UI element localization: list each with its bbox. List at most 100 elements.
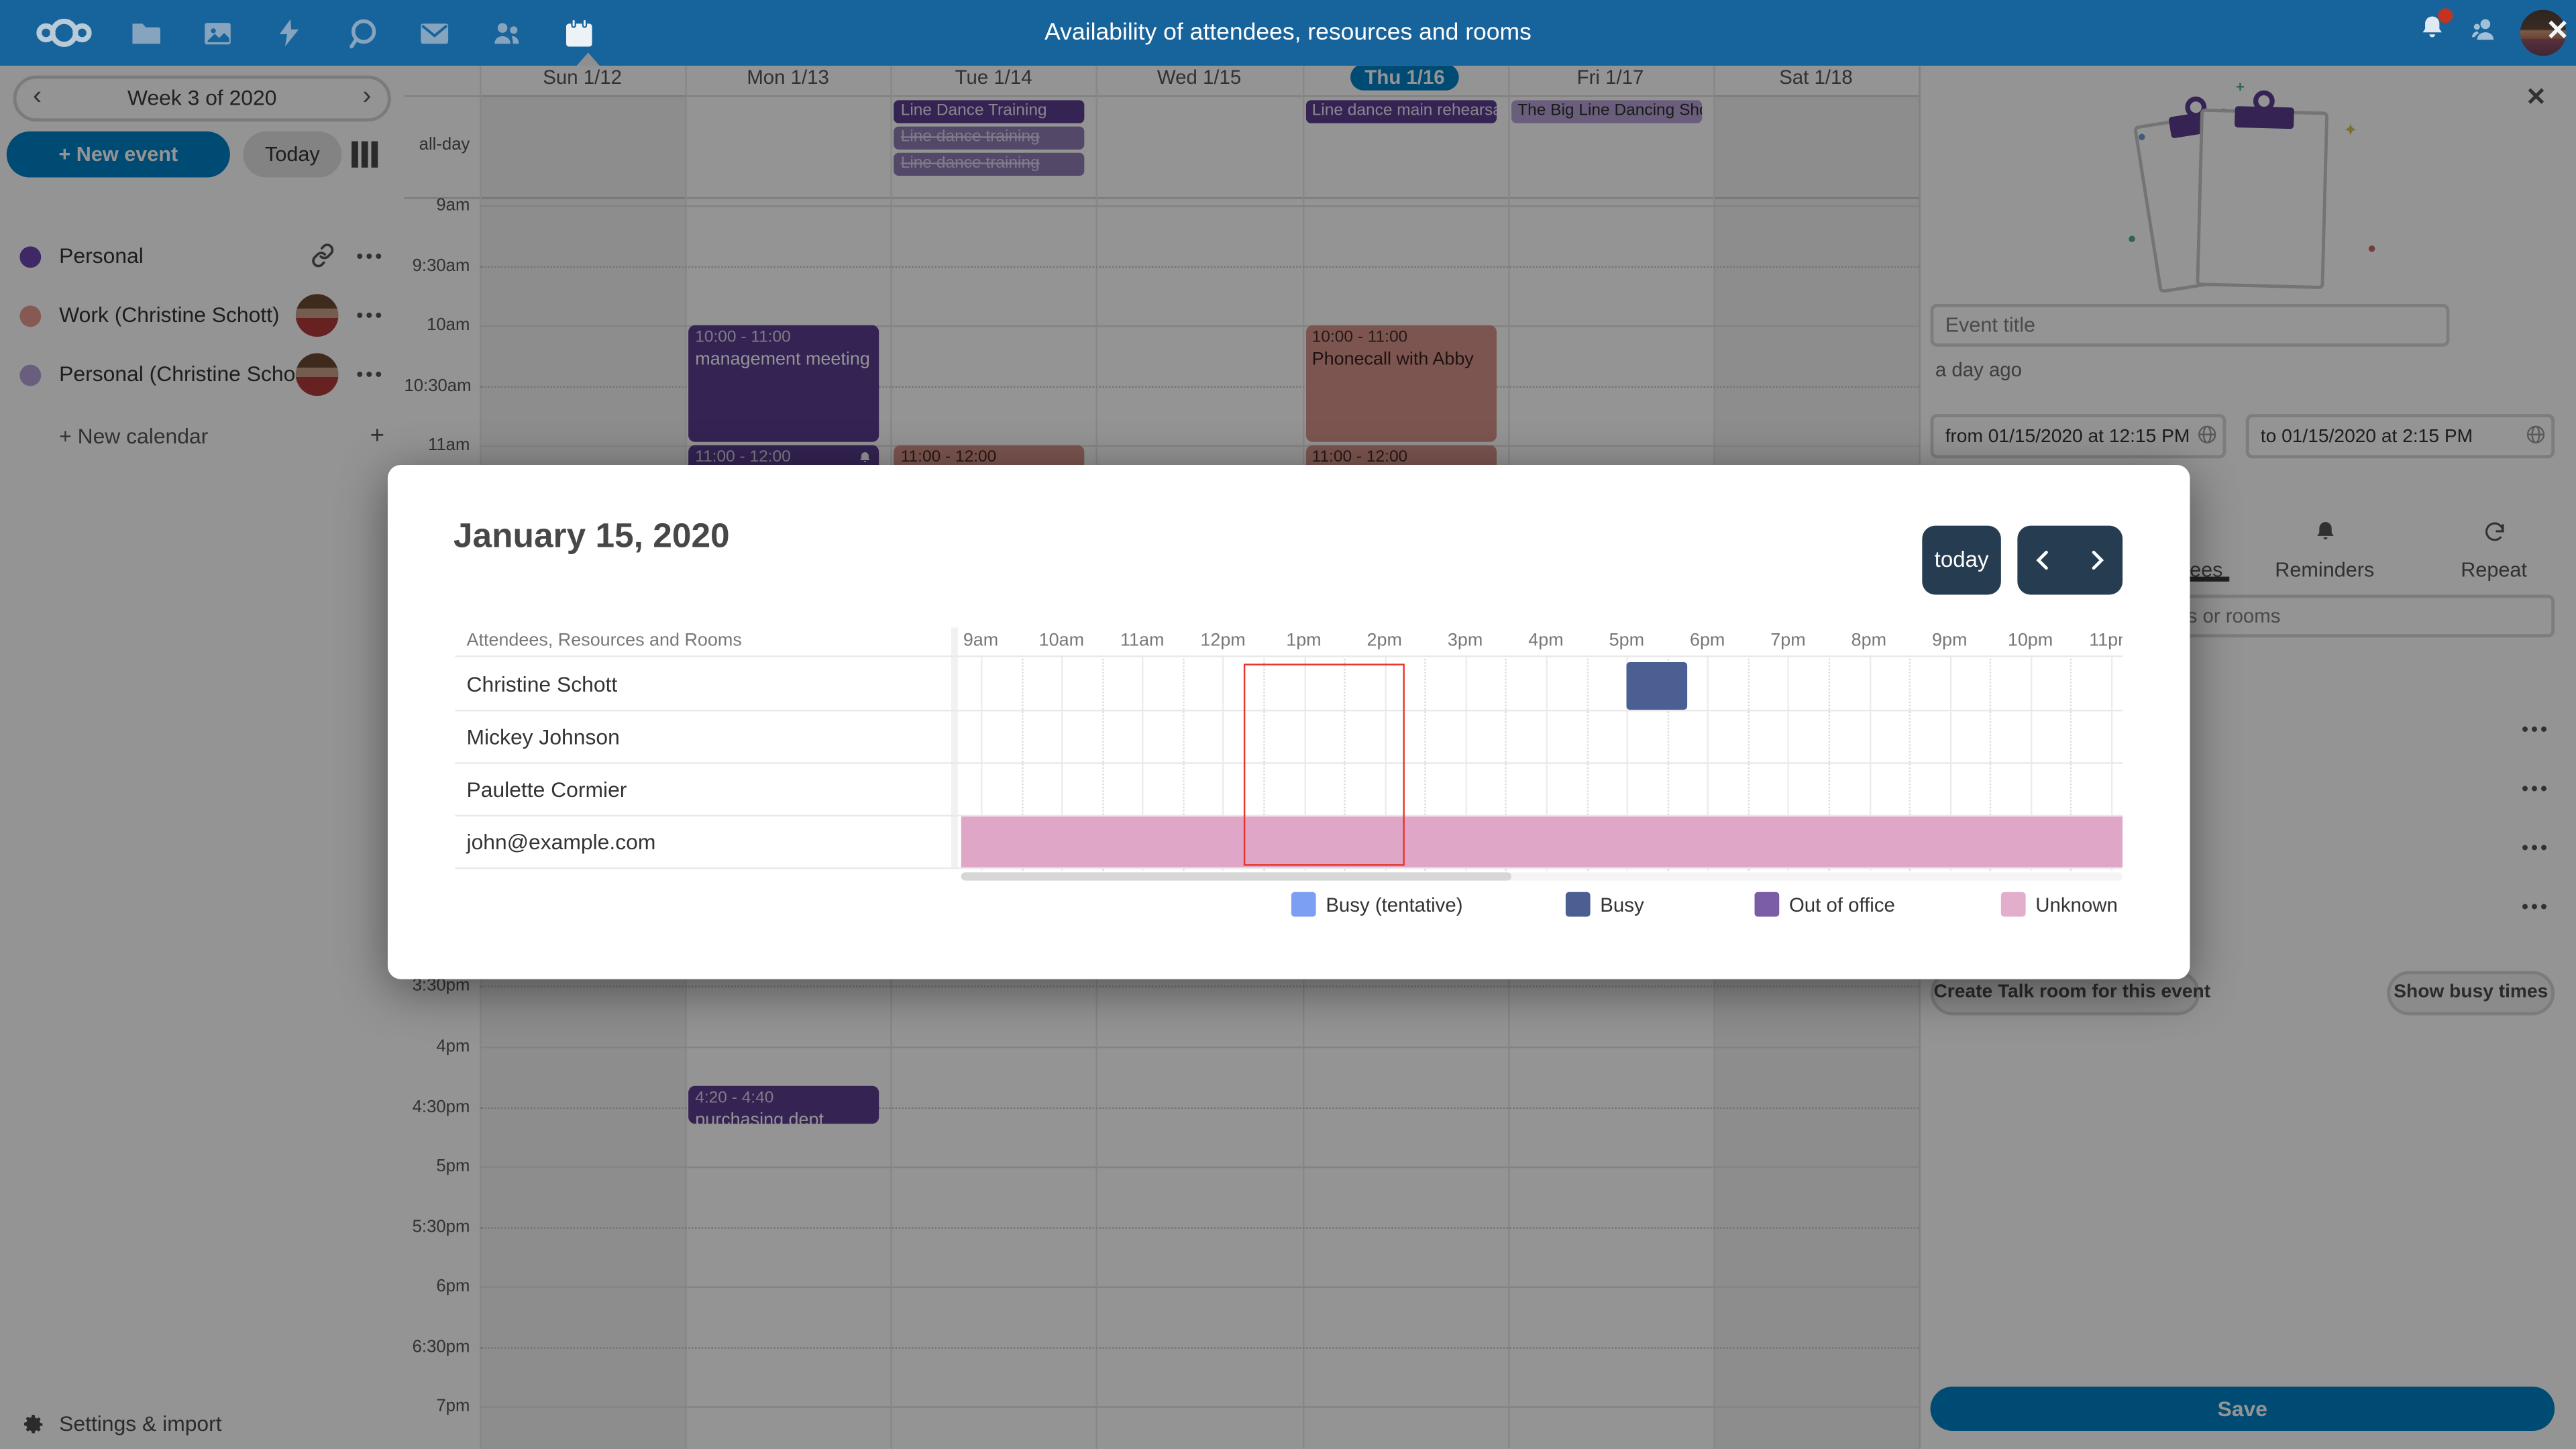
calendar-menu-icon[interactable]: •••	[356, 304, 385, 327]
time-label: 11am	[427, 435, 470, 456]
selected-time-range	[1243, 663, 1405, 866]
prev-week-icon[interactable]: ‹	[32, 82, 42, 111]
week-label[interactable]: Week 3 of 2020	[127, 85, 277, 111]
prev-day-icon[interactable]	[2031, 547, 2057, 582]
save-button[interactable]: Save	[1930, 1386, 2555, 1432]
day-header[interactable]: Sat 1/18	[1779, 65, 1853, 89]
user-avatar[interactable]	[2520, 9, 2567, 56]
calendar-menu-icon[interactable]: •••	[356, 244, 385, 268]
plus-icon: +	[370, 422, 385, 451]
new-calendar-label: + New calendar	[59, 423, 209, 449]
grid-hour-label: 3pm	[1447, 631, 1483, 651]
list-item-menu-icon[interactable]: •••	[2521, 895, 2550, 918]
today-button[interactable]: Today	[243, 131, 342, 178]
calendar-app-icon[interactable]	[542, 0, 614, 66]
availability-block-busy	[1626, 661, 1688, 710]
tab-repeat[interactable]: Repeat	[2461, 558, 2527, 582]
event-title-input[interactable]	[1930, 304, 2450, 347]
list-item-menu-icon[interactable]: •••	[2521, 777, 2550, 800]
top-bar: Availability of attendees, resources and…	[0, 0, 2576, 66]
event-start-field[interactable]	[1930, 414, 2226, 459]
last-modified-label: a day ago	[1935, 358, 2023, 382]
photos-app-icon[interactable]	[180, 0, 253, 66]
calendar-name: Personal	[59, 243, 144, 268]
share-link-icon[interactable]	[311, 243, 335, 276]
calendar-event[interactable]: 10:00 - 11:00 management meeting	[688, 325, 879, 443]
grid-hour-label: 7pm	[1770, 631, 1806, 651]
grid-scrollbar-thumb[interactable]	[961, 872, 1512, 881]
calendar-event[interactable]: 4:20 - 4:40 purchasing dept	[688, 1086, 879, 1124]
allday-event[interactable]: Line dance training	[894, 152, 1085, 176]
week-view-toggle-icon[interactable]	[352, 141, 378, 168]
time-label: 10:30am	[404, 376, 472, 396]
day-header[interactable]: Sun 1/12	[543, 65, 622, 89]
next-day-icon[interactable]	[2083, 547, 2109, 582]
day-header[interactable]: Thu 1/16	[1302, 65, 1507, 95]
grid-hour-label: 6pm	[1689, 631, 1725, 651]
activity-app-icon[interactable]	[253, 0, 325, 66]
next-week-icon[interactable]: ›	[362, 82, 372, 111]
mail-app-icon[interactable]	[398, 0, 470, 66]
bell-icon	[2313, 519, 2338, 553]
nextcloud-logo-icon[interactable]	[19, 15, 108, 51]
calendar-color-dot	[19, 364, 42, 386]
notification-badge	[2438, 8, 2453, 23]
attendees-column-header: Attendees, Resources and Rooms	[466, 631, 742, 651]
owner-avatar	[295, 294, 339, 337]
left-sidebar: ‹ Week 3 of 2020 › + New event Today Per…	[0, 65, 405, 1449]
calendar-event[interactable]: 10:00 - 11:00 Phonecall with Abby	[1305, 325, 1496, 443]
time-label: 9:30am	[412, 255, 470, 276]
contacts-app-icon[interactable]	[470, 0, 542, 66]
legend-swatch	[2000, 892, 2026, 917]
close-fullscreen-icon[interactable]: ✕	[2546, 15, 2570, 46]
legend-item: Out of office	[1754, 892, 1895, 918]
calendar-menu-icon[interactable]: •••	[356, 363, 385, 386]
availability-grid[interactable]: 9am 10am 11am 12pm 1pm 2pm 3pm 4pm 5pm 6pm 7pm 8pm 9…	[961, 628, 2123, 884]
time-label: 5pm	[436, 1157, 470, 1177]
allday-event[interactable]: Line dance main rehearsal	[1305, 100, 1496, 123]
list-item-menu-icon[interactable]: •••	[2521, 836, 2550, 859]
calendar-item-work[interactable]: Work (Christine Schott) •••	[0, 289, 404, 341]
calendar-item-personal[interactable]: Personal •••	[0, 230, 404, 282]
grid-hour-label: 11am	[1120, 631, 1165, 651]
day-header[interactable]: Fri 1/17	[1576, 65, 1644, 89]
modal-today-button[interactable]: today	[1922, 525, 2001, 595]
legend-swatch	[1565, 892, 1591, 917]
event-end-field[interactable]	[2245, 414, 2555, 459]
allday-event[interactable]: Line Dance Training	[894, 100, 1085, 123]
day-header[interactable]: Tue 1/14	[955, 65, 1032, 89]
new-calendar-button[interactable]: + New calendar +	[0, 411, 404, 463]
day-header[interactable]: Wed 1/15	[1157, 65, 1242, 89]
time-label: 9am	[436, 195, 470, 215]
calendar-name: Work (Christine Schott)	[59, 302, 280, 327]
calendar-color-dot	[19, 246, 42, 268]
talk-app-icon[interactable]	[325, 0, 398, 66]
notifications-bell-icon[interactable]	[2416, 8, 2453, 53]
timezone-globe-icon[interactable]	[2196, 424, 2218, 453]
time-label: 6pm	[436, 1277, 470, 1297]
new-event-button[interactable]: + New event	[6, 131, 230, 178]
allday-event[interactable]: Line dance training	[894, 126, 1085, 150]
contacts-menu-icon[interactable]	[2467, 12, 2500, 53]
attendee-name: Christine Schott	[466, 672, 618, 697]
legend-swatch	[1291, 892, 1316, 917]
timezone-globe-icon[interactable]	[2525, 424, 2546, 453]
grid-hour-label: 4pm	[1528, 631, 1564, 651]
settings-label: Settings & import	[59, 1411, 222, 1436]
day-header[interactable]: Mon 1/13	[747, 65, 829, 89]
time-label: 4:30pm	[412, 1096, 470, 1117]
calendar-item-personal-shared[interactable]: Personal (Christine Scho… •••	[0, 348, 404, 400]
list-item-menu-icon[interactable]: •••	[2521, 718, 2550, 741]
allday-event[interactable]: The Big Line Dancing Show	[1511, 100, 1702, 123]
owner-avatar	[295, 353, 339, 396]
header-separator	[404, 95, 1919, 97]
time-label: 5:30pm	[412, 1216, 470, 1237]
files-app-icon[interactable]	[109, 0, 181, 66]
tab-reminders[interactable]: Reminders	[2275, 558, 2375, 582]
time-label: 10am	[427, 315, 470, 335]
modal-nav-buttons	[2017, 525, 2123, 595]
settings-import-button[interactable]: Settings & import	[23, 1411, 222, 1436]
show-busy-times-button[interactable]: Show busy times	[2387, 971, 2555, 1016]
close-sidebar-icon[interactable]: ✕	[2526, 83, 2546, 112]
